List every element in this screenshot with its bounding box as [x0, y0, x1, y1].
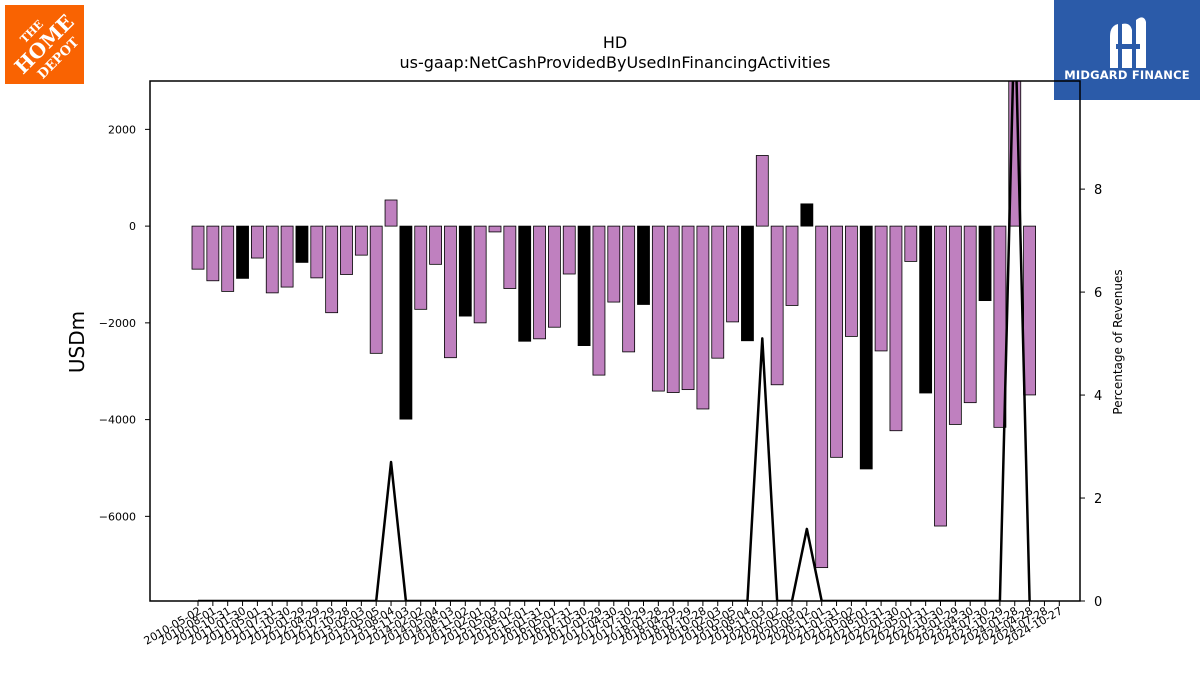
bar-2010-05-02 [191, 225, 205, 270]
bar-2013-11-03 [399, 225, 413, 420]
bar-2021-05-02 [845, 225, 858, 337]
bar-2022-01-30 [889, 225, 903, 432]
y-tick-label-2000: 2000 [108, 123, 136, 136]
percentage-line-series [198, 81, 1031, 601]
bar-2010-08-01 [206, 225, 220, 282]
bar-2014-11-02 [458, 225, 472, 317]
percentage-line [198, 81, 1031, 601]
bar-2016-05-01 [548, 225, 561, 328]
bar-2015-11-01 [518, 225, 532, 342]
bar-2023-07-30 [978, 225, 992, 302]
chart-title: HD [603, 33, 627, 52]
bar-2013-08-04 [384, 199, 398, 227]
y-tick-label-0: 0 [129, 220, 136, 233]
bar-2013-02-03 [354, 225, 368, 256]
bar-2022-10-30 [934, 225, 947, 527]
bar-2018-01-28 [651, 225, 665, 392]
home-depot-logo-background [5, 5, 84, 84]
bar-2011-07-31 [265, 225, 279, 294]
y2-axis-label: Percentage of Revenues [1111, 269, 1125, 414]
bar-2016-07-31 [562, 225, 576, 275]
bar-2017-07-30 [622, 225, 636, 353]
bar-2020-05-03 [785, 225, 799, 306]
bar-2015-05-03 [488, 225, 502, 233]
y-axis-label: USDm [65, 311, 89, 373]
home-depot-logo-graphic: THE HOME DEPOT [5, 5, 84, 84]
plot-frame [149, 80, 1081, 602]
midgard-logo-text: MIDGARD FINANCE [1064, 68, 1190, 82]
bar-2019-02-03 [711, 225, 725, 359]
bar-2022-07-31 [919, 225, 933, 394]
midgard-mark-icon [1110, 17, 1146, 69]
y2-tick-label-0: 0 [1094, 595, 1102, 610]
bar-2012-01-29 [295, 225, 309, 263]
bar-2021-01-31 [830, 225, 843, 458]
y2-tick-label-4: 4 [1094, 389, 1102, 404]
y-tick-label--2000: −2000 [99, 317, 136, 330]
bar-2017-10-29 [637, 225, 650, 305]
y2-tick-label-2: 2 [1094, 492, 1102, 507]
y2-tick-label-6: 6 [1094, 286, 1102, 301]
midgard-finance-logo: MIDGARD FINANCE [1054, 0, 1200, 100]
bar-2022-05-01 [904, 225, 918, 262]
bar-2019-08-04 [741, 225, 754, 342]
home-depot-logo: THE HOME DEPOT [5, 5, 84, 84]
bar-2018-04-29 [666, 225, 680, 393]
bar-2023-04-30 [963, 225, 977, 404]
bar-2015-02-01 [473, 225, 487, 324]
bar-2020-02-02 [770, 225, 784, 386]
bar-2011-01-30 [236, 225, 249, 279]
bar-2012-04-29 [310, 225, 324, 279]
bar-2024-04-28 [1023, 225, 1036, 396]
bar-2015-08-02 [503, 225, 517, 289]
bar-2011-10-30 [280, 225, 294, 288]
y-tick-label--4000: −4000 [99, 414, 136, 427]
bar-2013-05-05 [369, 225, 383, 354]
bar-2016-10-30 [577, 225, 591, 346]
bar-2014-08-03 [444, 225, 457, 359]
bar-2012-07-29 [325, 225, 339, 314]
bar-2017-04-30 [607, 225, 621, 303]
bar-2017-01-29 [592, 225, 606, 376]
bar-2010-10-31 [221, 225, 235, 292]
bar-2023-01-29 [948, 225, 962, 425]
chart-subtitle: us-gaap:NetCashProvidedByUsedInFinancing… [399, 53, 830, 72]
y-tick-label--6000: −6000 [99, 510, 136, 523]
bar-series [191, 81, 1036, 569]
bar-2021-08-01 [859, 225, 873, 470]
bar-2018-10-28 [696, 225, 710, 410]
bar-2014-02-02 [414, 225, 428, 310]
bar-2012-10-28 [340, 225, 353, 275]
bar-2014-05-04 [429, 225, 443, 265]
bar-2016-01-31 [533, 225, 546, 340]
y2-tick-label-8: 8 [1094, 183, 1102, 198]
bar-2021-10-31 [874, 225, 888, 352]
bar-2020-11-01 [815, 225, 829, 569]
bar-2020-08-02 [800, 203, 814, 227]
bar-2019-05-05 [726, 225, 739, 323]
bar-2011-05-01 [250, 225, 264, 259]
bar-2018-07-29 [681, 225, 695, 391]
axes: −6000−4000−200002000024682010-05-022010-… [99, 80, 1102, 648]
bar-2019-11-03 [755, 155, 769, 227]
